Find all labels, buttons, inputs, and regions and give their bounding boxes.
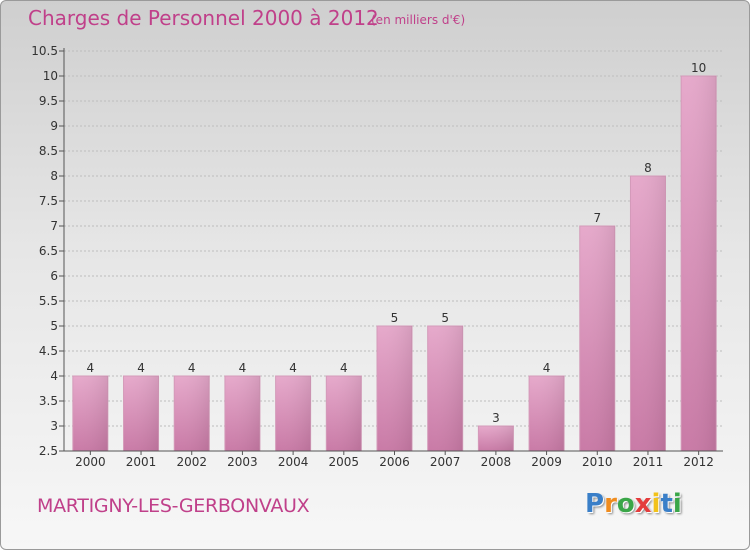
data-label: 4 [137,361,145,375]
y-tick-label: 3.5 [39,394,58,408]
x-tick-label: 2002 [176,455,207,469]
y-tick-label: 6 [50,269,58,283]
data-label: 4 [87,361,95,375]
logo-letter: o [616,489,635,519]
bar-shade-2009 [529,376,565,451]
bar-shade-2004 [275,376,311,451]
data-label: 4 [289,361,297,375]
y-tick-label: 4.5 [39,344,58,358]
data-label: 4 [188,361,196,375]
y-tick-label: 9 [50,119,58,133]
bars-layer [72,75,717,452]
logo-letter: x [634,489,652,519]
x-tick-label: 2003 [227,455,258,469]
x-tick-label: 2001 [126,455,157,469]
logo-letter: i [672,489,682,519]
bar-shade-2001 [123,376,159,451]
bar-shade-2010 [579,226,615,451]
bar-shade-2003 [224,376,260,451]
data-label: 4 [239,361,247,375]
axis-layer: 2.5 3 3.5 4 4.5 5 5.5 6 6.5 7 7.5 8 8.5 9 9.5 10 10.5 200… [31,44,723,469]
x-tick-label: 2011 [633,455,664,469]
data-label: 8 [644,161,652,175]
bar-shade-2006 [377,326,412,451]
bar-shade-2012 [681,76,717,451]
y-tick-label: 7 [50,219,58,233]
chart-unit: (en milliers d'€) [371,13,466,27]
commune-name: MARTIGNY-LES-GERBONVAUX [37,495,310,517]
data-label: 4 [543,361,551,375]
y-tick-label: 10.5 [31,44,58,58]
x-tick-label: 2010 [582,455,613,469]
data-label: 7 [593,211,601,225]
x-tick-label: 2006 [379,455,410,469]
y-tick-label: 7.5 [39,194,58,208]
y-tick-label: 5.5 [39,294,58,308]
data-label: 10 [691,61,706,75]
logo-letter: t [660,489,673,519]
x-tick-label: 2000 [75,455,106,469]
data-label: 3 [492,411,500,425]
bar-shade-2008 [478,426,514,451]
x-tick-label: 2007 [430,455,461,469]
bar-shade-2000 [72,376,108,451]
proxiti-logo[interactable]: Proxiti [585,489,682,519]
bar-shade-2005 [326,376,362,451]
y-tick-label: 8.5 [39,144,58,158]
chart-title: Charges de Personnel 2000 à 2012 [28,6,379,30]
bar-shade-2007 [427,326,463,451]
labels-layer: 4 4 4 4 4 4 5 5 3 4 7 8 10 [87,61,707,425]
data-label: 4 [340,361,348,375]
y-tick-label: 9.5 [39,94,58,108]
data-label: 5 [391,311,399,325]
bar-shade-2002 [174,376,210,451]
x-tick-label: 2008 [481,455,512,469]
y-tick-label: 3 [50,419,58,433]
logo-letter: i [651,489,661,519]
x-tick-label: 2009 [531,455,562,469]
logo-letter: r [604,489,617,519]
y-tick-label: 8 [50,169,58,183]
y-tick-label: 6.5 [39,244,58,258]
bar-shade-2011 [630,176,666,451]
data-label: 5 [441,311,449,325]
x-tick-label: 2005 [329,455,360,469]
y-tick-label: 4 [50,369,58,383]
y-tick-label: 5 [50,319,58,333]
x-tick-label: 2012 [683,455,714,469]
y-tick-label: 10 [43,69,58,83]
y-tick-label: 2.5 [39,444,58,458]
x-tick-label: 2004 [278,455,309,469]
logo-letter: P [585,489,605,519]
